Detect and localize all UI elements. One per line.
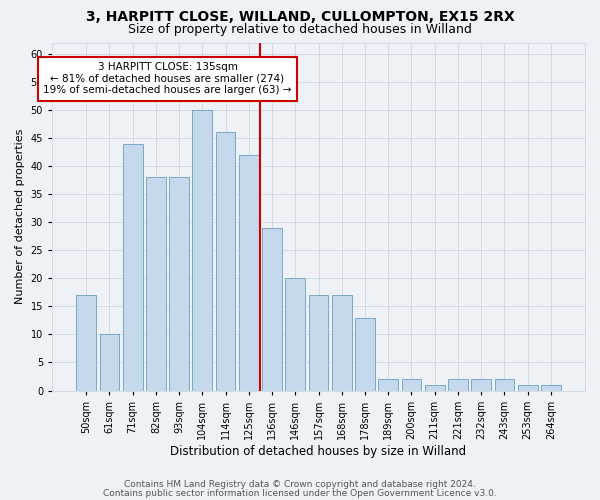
Bar: [146, 177, 166, 390]
Bar: [286, 278, 305, 390]
Text: Size of property relative to detached houses in Willand: Size of property relative to detached ho…: [128, 22, 472, 36]
Bar: [123, 144, 143, 390]
Bar: [239, 155, 259, 390]
Bar: [425, 385, 445, 390]
Bar: [379, 380, 398, 390]
Bar: [355, 318, 375, 390]
Bar: [169, 177, 189, 390]
Bar: [308, 295, 328, 390]
Bar: [448, 380, 468, 390]
Bar: [193, 110, 212, 390]
Bar: [494, 380, 514, 390]
Bar: [518, 385, 538, 390]
Text: 3, HARPITT CLOSE, WILLAND, CULLOMPTON, EX15 2RX: 3, HARPITT CLOSE, WILLAND, CULLOMPTON, E…: [86, 10, 514, 24]
Bar: [401, 380, 421, 390]
Bar: [262, 228, 282, 390]
Bar: [541, 385, 561, 390]
Bar: [216, 132, 235, 390]
X-axis label: Distribution of detached houses by size in Willand: Distribution of detached houses by size …: [170, 444, 467, 458]
Text: 3 HARPITT CLOSE: 135sqm
← 81% of detached houses are smaller (274)
19% of semi-d: 3 HARPITT CLOSE: 135sqm ← 81% of detache…: [43, 62, 292, 96]
Y-axis label: Number of detached properties: Number of detached properties: [15, 129, 25, 304]
Text: Contains HM Land Registry data © Crown copyright and database right 2024.: Contains HM Land Registry data © Crown c…: [124, 480, 476, 489]
Bar: [100, 334, 119, 390]
Text: Contains public sector information licensed under the Open Government Licence v3: Contains public sector information licen…: [103, 489, 497, 498]
Bar: [472, 380, 491, 390]
Bar: [332, 295, 352, 390]
Bar: [76, 295, 96, 390]
